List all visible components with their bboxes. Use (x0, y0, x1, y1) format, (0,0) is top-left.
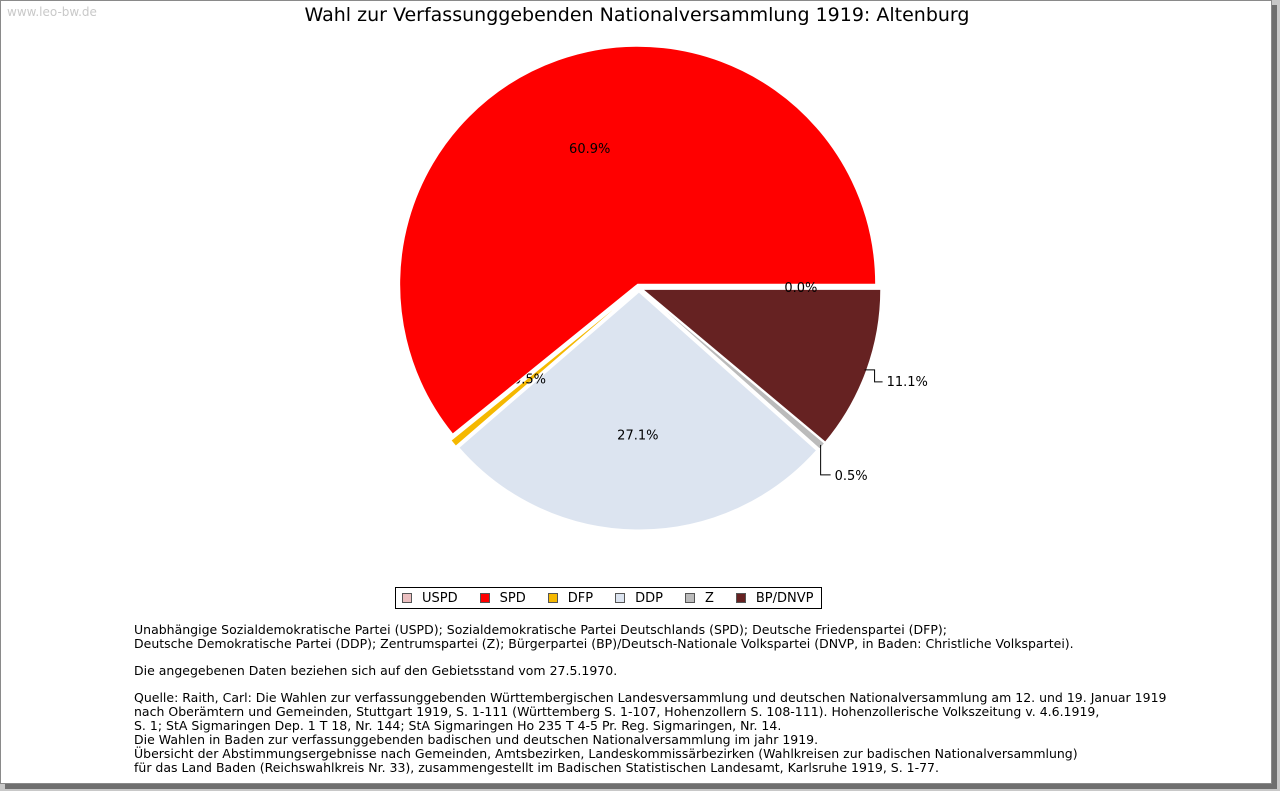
legend-item-uspd: USPD (402, 591, 458, 606)
legend-swatch-spd (479, 593, 490, 603)
source-line-5: Übersicht der Abstimmungsergebnisse nach… (134, 746, 1078, 761)
data-label-uspd: 0.0% (784, 281, 817, 296)
leader-line-bp-dnvp (864, 369, 883, 383)
legend-label-ddp: DDP (635, 590, 663, 606)
data-label-bp-dnvp: 11.1% (887, 375, 928, 390)
legend-label-spd: SPD (499, 590, 526, 606)
footnotes: Unabhängige Sozialdemokratische Partei (… (134, 623, 1234, 775)
abbrev-line-1: Unabhängige Sozialdemokratische Partei (… (134, 622, 947, 637)
legend-swatch-dfp (547, 593, 558, 603)
legend-label-dfp: DFP (567, 590, 594, 606)
legend-label-uspd: USPD (422, 590, 458, 606)
legend-label-z: Z (704, 590, 714, 606)
pie-slice-bp-dnvp (641, 288, 882, 443)
legend-swatch-z (684, 593, 695, 603)
legend-item-z: Z (684, 590, 714, 606)
data-label-spd: 60.9% (569, 142, 610, 157)
legend-item-dfp: DFP (547, 590, 594, 606)
leader-line-z (820, 444, 831, 476)
source-line-3: S. 1; StA Sigmaringen Dep. 1 T 18, Nr. 1… (134, 718, 782, 733)
pie-chart: 11.1%0.5%27.1%0.5%60.9%0.0% (399, 45, 928, 531)
watermark: www.leo-bw.de (7, 5, 97, 19)
source-line-6: für das Land Baden (Reichswahlkreis Nr. … (134, 760, 939, 775)
data-label-ddp: 27.1% (617, 429, 658, 444)
abbrev-line-2: Deutsche Demokratische Partei (DDP); Zen… (134, 636, 1074, 651)
pie-slice-z (641, 290, 826, 450)
pie-slice-dfp (450, 290, 637, 447)
source-line-1: Quelle: Raith, Carl: Die Wahlen zur verf… (134, 690, 1167, 705)
legend: USPD SPD DFP DDP Z BP/DNVP (395, 587, 823, 609)
data-label-z: 0.5% (835, 469, 868, 484)
source-line-4: Die Wahlen in Baden zur verfassunggebend… (134, 732, 819, 747)
pie-slice-spd (399, 45, 877, 435)
legend-swatch-ddp (615, 593, 626, 603)
legend-label-bp-dnvp: BP/DNVP (755, 590, 814, 606)
chart-title: Wahl zur Verfassunggebenden Nationalvers… (304, 4, 970, 26)
legend-item-spd: SPD (479, 590, 526, 606)
legend-item-ddp: DDP (615, 591, 663, 606)
gebiet-note: Die angegebenen Daten beziehen sich auf … (134, 663, 618, 678)
legend-swatch-bp-dnvp (735, 593, 746, 603)
legend-swatch-uspd (402, 593, 412, 603)
source-line-2: nach Oberämtern und Gemeinden, Stuttgart… (134, 704, 1100, 719)
legend-item-bp-dnvp: BP/DNVP (735, 590, 814, 606)
pie-slice-ddp (458, 291, 818, 531)
